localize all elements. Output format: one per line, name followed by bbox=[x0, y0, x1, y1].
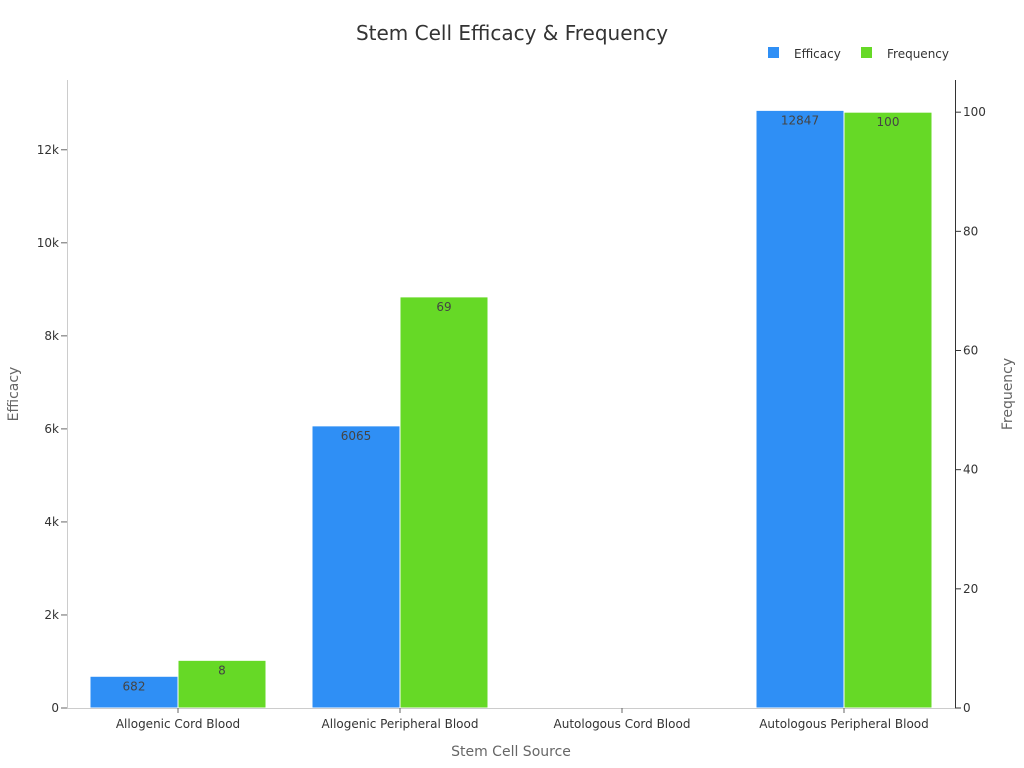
chart-title: Stem Cell Efficacy & Frequency bbox=[356, 21, 668, 45]
x-axis-ticks: Allogenic Cord Blood Allogenic Peripheral… bbox=[116, 708, 929, 731]
bar-frequency-3 bbox=[843, 111, 933, 709]
y2-axis-label: Frequency bbox=[1000, 358, 1016, 430]
y2-tick-label: 60 bbox=[963, 344, 978, 358]
y2-tick-label: 40 bbox=[963, 463, 978, 477]
legend-label: Efficacy bbox=[794, 47, 841, 61]
data-labels: 682 8 6065 69 12847 100 bbox=[123, 113, 900, 693]
data-label-frequency-3: 100 bbox=[877, 115, 900, 129]
legend: Efficacy Frequency bbox=[768, 47, 949, 61]
data-label-efficacy-3: 12847 bbox=[781, 113, 819, 127]
data-label-frequency-1: 69 bbox=[436, 300, 451, 314]
data-label-frequency-0: 8 bbox=[218, 663, 226, 677]
legend-swatch bbox=[768, 47, 779, 58]
y-tick-label: 6k bbox=[44, 422, 59, 436]
legend-label: Frequency bbox=[887, 47, 949, 61]
x-tick-label: Allogenic Peripheral Blood bbox=[322, 717, 479, 731]
left-axis-ticks: 0 2k 4k 6k 8k 10k 12k bbox=[37, 143, 67, 715]
y2-tick-label: 80 bbox=[963, 224, 978, 238]
data-label-efficacy-1: 6065 bbox=[341, 429, 372, 443]
bar-frequency-1 bbox=[399, 296, 489, 709]
data-label-efficacy-0: 682 bbox=[123, 679, 146, 693]
y-tick-label: 4k bbox=[44, 515, 59, 529]
y-tick-label: 12k bbox=[37, 143, 59, 157]
x-tick-label: Autologous Peripheral Blood bbox=[759, 717, 929, 731]
y-axis-label: Efficacy bbox=[6, 367, 22, 422]
x-tick-label: Autologous Cord Blood bbox=[554, 717, 691, 731]
y-tick-label: 8k bbox=[44, 329, 59, 343]
legend-item-frequency[interactable]: Frequency bbox=[861, 47, 949, 61]
right-axis-ticks: 0 20 40 60 80 100 bbox=[955, 105, 986, 715]
legend-swatch bbox=[861, 47, 872, 58]
bars bbox=[89, 109, 933, 709]
y-tick-label: 2k bbox=[44, 608, 59, 622]
legend-item-efficacy[interactable]: Efficacy bbox=[768, 47, 841, 61]
bar-efficacy-0 bbox=[89, 675, 179, 709]
x-tick-label: Allogenic Cord Blood bbox=[116, 717, 240, 731]
bar-efficacy-3 bbox=[755, 109, 845, 709]
y2-tick-label: 100 bbox=[963, 105, 986, 119]
y-tick-label: 0 bbox=[51, 701, 59, 715]
y-tick-label: 10k bbox=[37, 236, 59, 250]
x-axis-label: Stem Cell Source bbox=[451, 744, 571, 760]
y2-tick-label: 20 bbox=[963, 582, 978, 596]
y2-tick-label: 0 bbox=[963, 701, 971, 715]
bar-frequency-0 bbox=[177, 659, 267, 709]
bar-efficacy-1 bbox=[311, 425, 401, 709]
